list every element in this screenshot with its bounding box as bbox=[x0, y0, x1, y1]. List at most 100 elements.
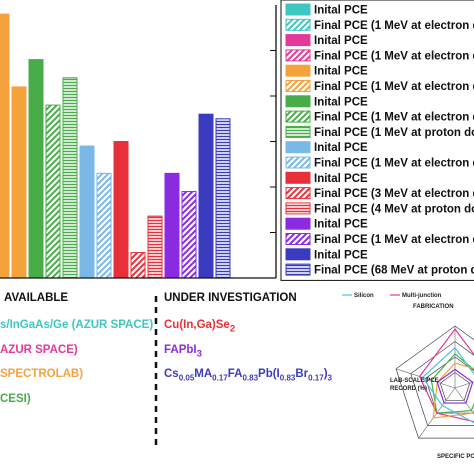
formula-subscript: 0.83 bbox=[279, 373, 296, 383]
investigation-text: FAPbI bbox=[164, 344, 197, 356]
legend-swatch bbox=[285, 3, 311, 16]
legend: Inital PCE Final PCE (1 MeV at electron d… bbox=[280, 0, 474, 281]
legend-swatch bbox=[285, 95, 311, 108]
radar-axis-label: LAB-SCALE PCE RECORD (%) bbox=[390, 378, 439, 392]
radar-legend-item: Silicon bbox=[342, 293, 374, 299]
legend-swatch bbox=[285, 18, 311, 31]
legend-swatch bbox=[285, 248, 311, 261]
radar-chart: Silicon Multi-junction FABRICATION LAB-SCAL… bbox=[342, 293, 474, 460]
legend-label: Inital PCE bbox=[314, 173, 368, 185]
legend-label: Inital PCE bbox=[314, 66, 368, 78]
radar-legend-label: Silicon bbox=[354, 293, 374, 299]
investigation-formula: Cs0.05MA0.17FA0.83Pb(I0.83Br0.17)3 bbox=[164, 368, 332, 382]
legend-swatch bbox=[285, 156, 311, 169]
legend-item: Final PCE (3 MeV at electron d bbox=[285, 187, 474, 200]
legend-swatch bbox=[285, 125, 311, 138]
legend-label: Final PCE (1 MeV at electron d bbox=[314, 50, 474, 62]
bar bbox=[62, 77, 78, 279]
bar bbox=[198, 113, 214, 279]
legend-item: Inital PCE bbox=[285, 171, 368, 185]
formula-subscript: 0.17 bbox=[308, 373, 324, 383]
legend-item: Final PCE (1 MeV at electron d bbox=[285, 110, 474, 124]
legend-item: Inital PCE bbox=[285, 3, 368, 17]
formula-subscript: 3 bbox=[327, 373, 332, 383]
bar bbox=[147, 215, 163, 279]
bars bbox=[0, 13, 231, 279]
available-item: s/InGaAs/Ge (AZUR SPACE) bbox=[0, 319, 154, 331]
legend-item: Inital PCE bbox=[285, 248, 368, 261]
investigation-heading: UNDER INVESTIGATION bbox=[164, 292, 297, 304]
legend-item: Inital PCE bbox=[285, 34, 368, 47]
available-item: CESI) bbox=[0, 393, 31, 405]
formula-subscript: 0.05 bbox=[178, 373, 195, 383]
investigation-item: Cu(In,Ga)Se2 bbox=[164, 319, 235, 334]
bar bbox=[215, 118, 231, 279]
legend-item: Inital PCE bbox=[285, 141, 368, 154]
bar bbox=[28, 59, 44, 279]
formula-text: Cs bbox=[164, 368, 179, 380]
available-item: SPECTROLAB) bbox=[0, 368, 84, 380]
legend-label: Final PCE (1 MeV at electron d bbox=[314, 112, 474, 124]
legend-swatch bbox=[285, 217, 311, 230]
bar bbox=[45, 104, 61, 279]
legend-item: Final PCE (68 MeV at proton do bbox=[285, 263, 474, 277]
legend-label: Final PCE (68 MeV at proton do bbox=[314, 265, 474, 277]
legend-swatch bbox=[285, 171, 311, 184]
legend-label: Inital PCE bbox=[314, 142, 368, 154]
legend-item: Inital PCE bbox=[285, 64, 368, 78]
investigation-sub: 3 bbox=[196, 348, 202, 360]
investigation-text: Cu(In,Ga)Se bbox=[164, 319, 230, 331]
formula-text: ) bbox=[323, 368, 328, 380]
radar-series bbox=[436, 368, 474, 404]
radar-axis bbox=[454, 381, 474, 389]
legend-item: Final PCE (1 MeV at electron d bbox=[285, 156, 474, 170]
radar-legend-item: Multi-junction bbox=[390, 293, 442, 299]
radar-grid bbox=[439, 372, 471, 401]
legend-item: Final PCE (1 MeV at electron d bbox=[285, 18, 474, 32]
bar bbox=[130, 252, 146, 279]
legend-label: Inital PCE bbox=[314, 219, 368, 231]
radar-grid bbox=[410, 341, 474, 426]
legend-label: Final PCE (4 MeV at proton do bbox=[314, 203, 474, 215]
legend-label: Final PCE (1 MeV at proton do bbox=[314, 127, 474, 139]
available-item: AZUR SPACE) bbox=[0, 344, 78, 356]
legend-swatch bbox=[285, 64, 311, 77]
formula-subscript: 0.83 bbox=[242, 373, 259, 383]
radar-series bbox=[418, 328, 474, 423]
radar-axis-label: SPECIFIC PO bbox=[437, 454, 474, 460]
formula-text: Br bbox=[295, 368, 309, 380]
legend-label: Inital PCE bbox=[314, 249, 368, 261]
radar-series bbox=[421, 346, 474, 424]
bar bbox=[0, 13, 10, 279]
legend-item: Inital PCE bbox=[285, 217, 368, 231]
legend-item: Inital PCE bbox=[285, 95, 368, 108]
legend-swatch bbox=[285, 141, 311, 154]
formula-text: Pb(I bbox=[258, 368, 280, 380]
legend-item: Final PCE (1 MeV at electron d bbox=[285, 233, 474, 246]
bar bbox=[96, 172, 112, 279]
axis bbox=[0, 5, 277, 448]
legend-swatch bbox=[285, 80, 311, 92]
legend-item: Final PCE (4 MeV at proton do bbox=[285, 202, 474, 215]
legend-swatch bbox=[285, 202, 311, 215]
legend-item: Final PCE (1 MeV at electron d bbox=[285, 80, 474, 93]
legend-swatch bbox=[285, 233, 311, 245]
legend-label: Inital PCE bbox=[314, 5, 368, 17]
bar bbox=[181, 191, 197, 279]
legend-label: Final PCE (1 MeV at electron d bbox=[314, 158, 474, 170]
investigation-item: FAPbI3 bbox=[164, 344, 202, 359]
legend-label: Final PCE (1 MeV at electron d bbox=[314, 81, 474, 93]
legend-frame bbox=[280, 0, 474, 281]
legend-swatch bbox=[285, 34, 311, 47]
formula-subscript: 0.17 bbox=[212, 373, 228, 383]
legend-swatch bbox=[285, 263, 311, 276]
radar-series bbox=[432, 362, 474, 419]
formula-text: MA bbox=[194, 368, 213, 380]
legend-label: Inital PCE bbox=[314, 35, 368, 47]
legend-swatch bbox=[285, 187, 311, 200]
legend-swatch bbox=[285, 110, 311, 123]
bar bbox=[79, 145, 95, 279]
legend-item: Final PCE (1 MeV at proton do bbox=[285, 125, 474, 139]
radar-axis-label: FABRICATION bbox=[413, 304, 454, 310]
